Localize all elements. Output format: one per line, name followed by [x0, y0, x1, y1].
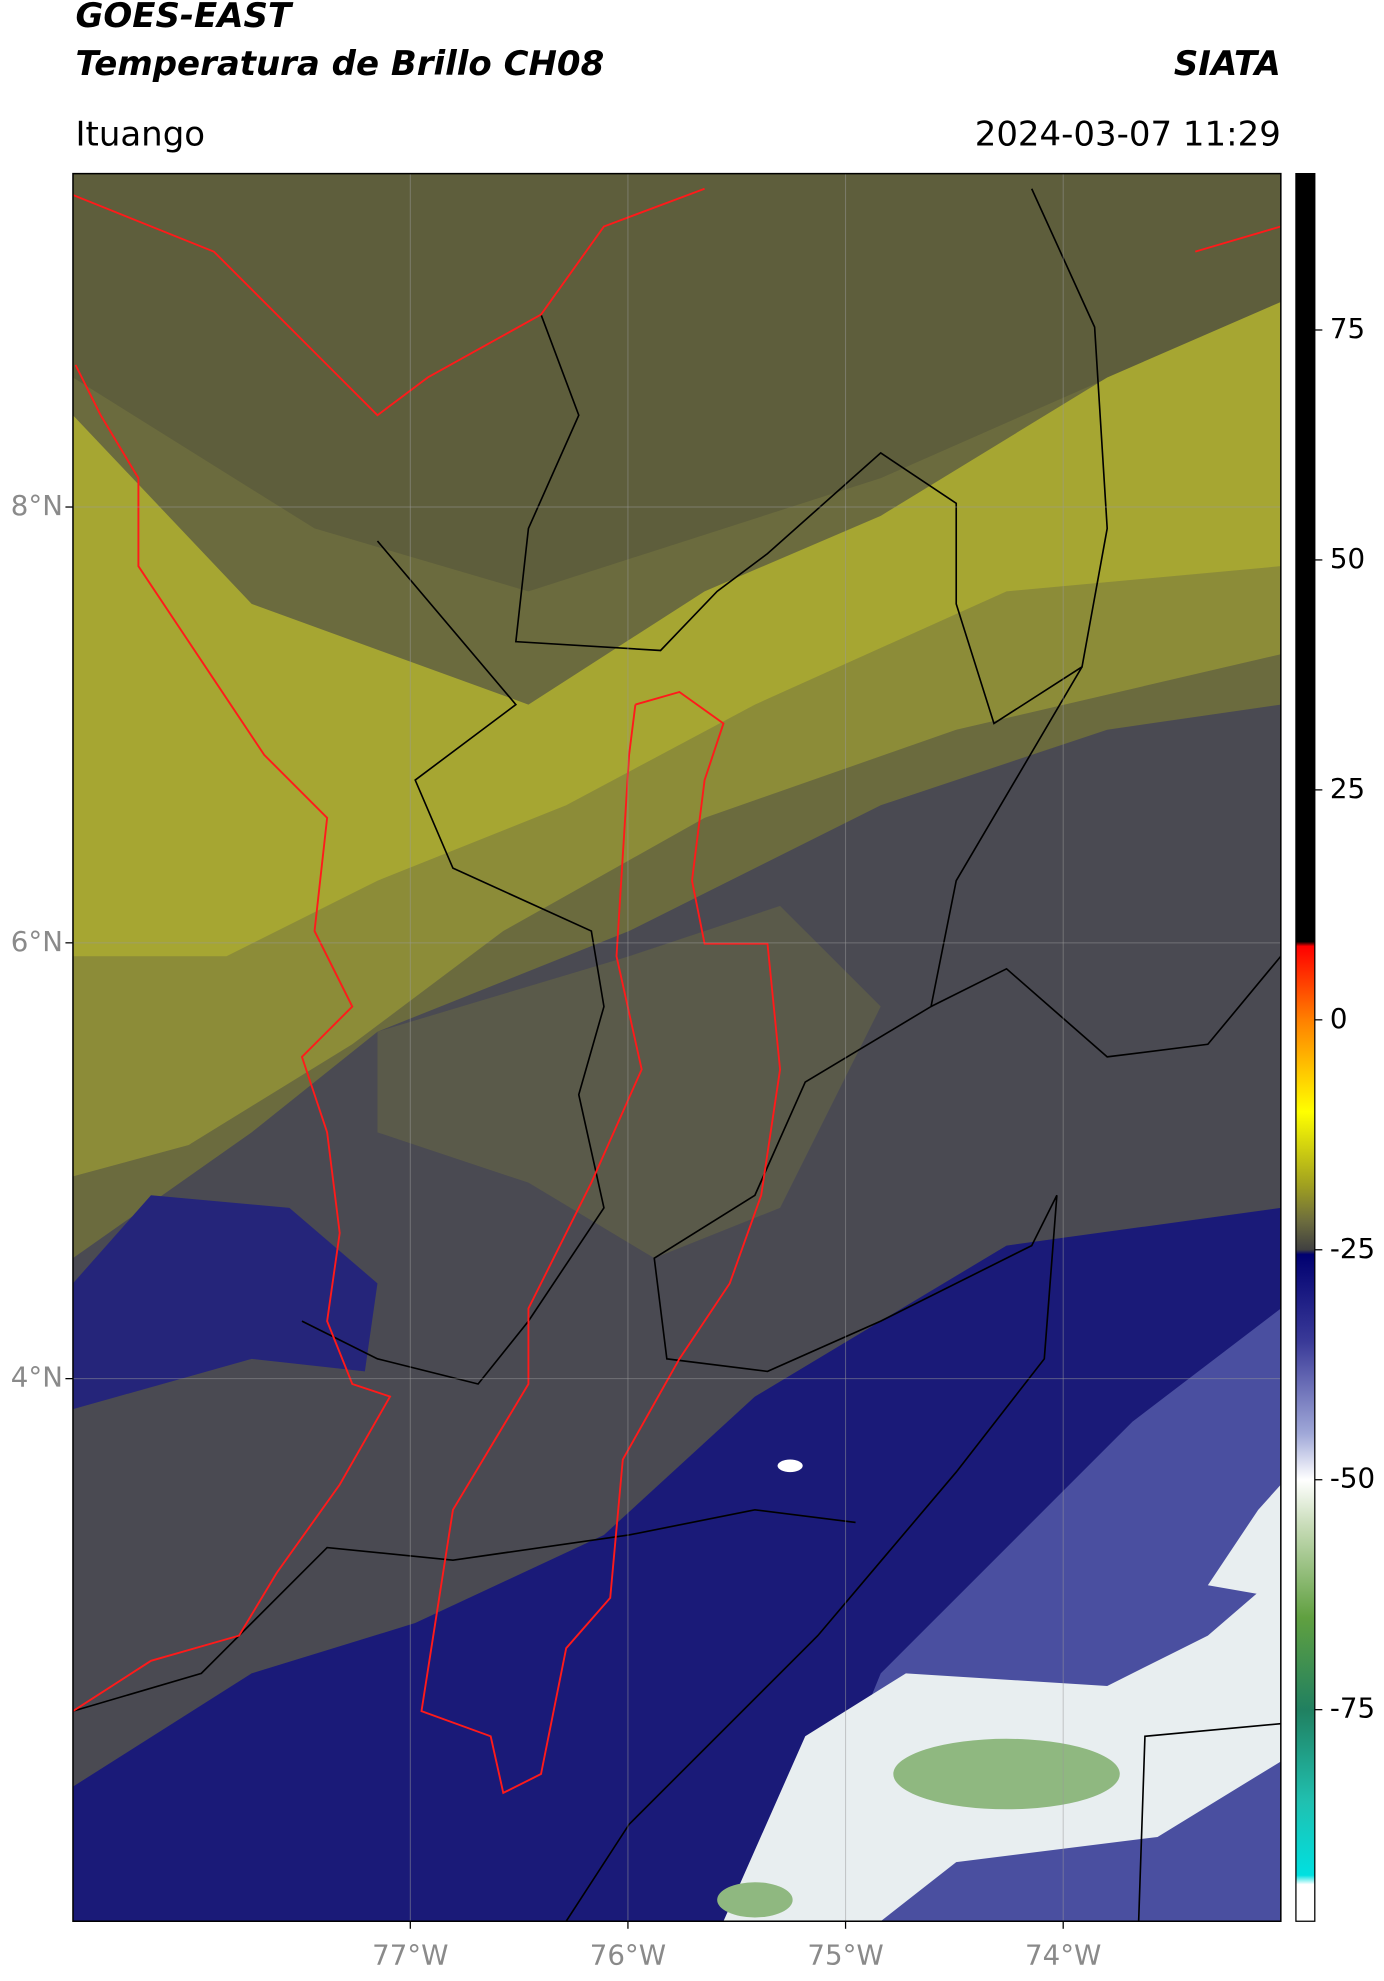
y-tick-label: 4°N [11, 1361, 63, 1394]
boundary [301, 540, 605, 1385]
coastline [1195, 225, 1281, 253]
cloud-core [893, 1738, 1120, 1810]
colorbar-fill [1295, 172, 1316, 1922]
gridlines [72, 173, 1281, 1922]
colorbar: 75 50 25 0 -25 -50 -75 [1295, 172, 1375, 1922]
x-tick-label: 77°W [372, 1938, 448, 1971]
field-region [72, 566, 1281, 1177]
y-tick-label: 8°N [11, 489, 63, 522]
title: GOES-EAST [75, 0, 293, 36]
colorbar-tick-label: -25 [1330, 1232, 1375, 1265]
region-outline [420, 690, 782, 1795]
coastline [72, 364, 392, 1712]
cloud-region [1207, 1484, 1281, 1598]
field-region [377, 905, 881, 1259]
field-region [72, 1195, 378, 1410]
colorbar-tick-label: -75 [1330, 1692, 1375, 1725]
boundary [72, 1508, 856, 1712]
cloud-spot [777, 1459, 803, 1473]
boundary [514, 188, 1109, 725]
organization: SIATA [1174, 44, 1281, 84]
x-tick-label: 75°W [807, 1938, 883, 1971]
subtitle: Temperatura de Brillo CH08 [75, 44, 604, 84]
boundary [1137, 1722, 1281, 1922]
cloud-core [717, 1882, 793, 1918]
colorbar-tick-label: -50 [1330, 1462, 1375, 1495]
satellite-image [72, 173, 1281, 1922]
x-tick-label: 76°W [590, 1938, 666, 1971]
coastline [72, 187, 705, 417]
field-region [72, 173, 1281, 592]
x-tick-label: 74°W [1025, 1938, 1101, 1971]
colorbar-tick-label: 25 [1330, 772, 1365, 805]
map-frame [72, 172, 1282, 1922]
y-tick-label: 6°N [11, 925, 63, 958]
boundary [565, 666, 1083, 1922]
colorbar-tick-label: 50 [1330, 542, 1365, 575]
location: Ituango [75, 114, 205, 154]
colorbar-tick-label: 75 [1330, 312, 1365, 345]
datetime: 2024-03-07 11:29 [975, 114, 1281, 154]
boundary [930, 955, 1281, 1058]
colorbar-tick-label: 0 [1330, 1002, 1348, 1035]
